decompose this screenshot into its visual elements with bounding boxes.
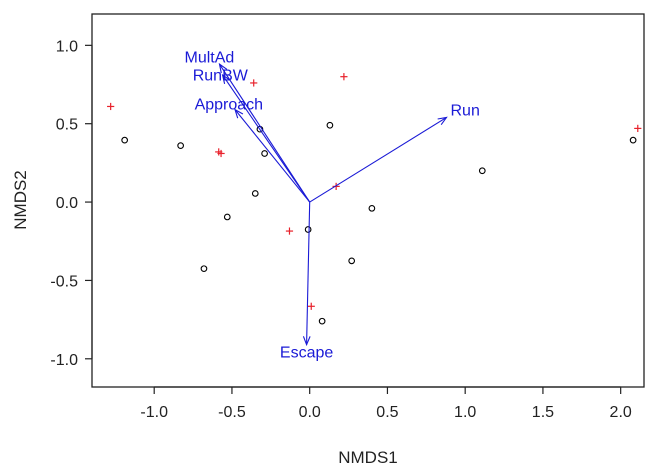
vector-label: MultAd (184, 49, 234, 66)
species-point (340, 73, 348, 81)
site-point (251, 190, 259, 197)
x-axis-title: NMDS1 (338, 448, 398, 467)
site-point (629, 136, 637, 144)
y-axis: -1.0 -0.5 0.0 0.5 1.0 (50, 38, 93, 369)
species-point (250, 79, 258, 87)
vector-arrow-run (309, 116, 448, 203)
site-point (348, 257, 356, 265)
site-point (368, 204, 376, 212)
y-tick-label: 1.0 (56, 38, 78, 55)
species-point (285, 227, 294, 235)
vector-label: Run (451, 103, 480, 120)
vector-arrow-escape (302, 202, 311, 347)
plot-frame (91, 13, 645, 388)
species-point (634, 124, 642, 133)
x-tick-label: 0.5 (376, 404, 398, 421)
species-point (217, 149, 225, 158)
x-tick-label: -0.5 (218, 404, 246, 421)
y-tick-label: -0.5 (50, 273, 78, 290)
y-tick-label: 0.0 (56, 195, 78, 212)
site-point (177, 142, 184, 149)
x-tick-label: 1.0 (454, 404, 476, 421)
y-tick-label: 0.5 (56, 117, 78, 134)
site-point (121, 136, 129, 144)
vector-arrow-runbw (221, 73, 311, 203)
x-tick-label: 1.5 (532, 404, 554, 421)
site-point (318, 317, 326, 325)
site-point (326, 121, 334, 129)
vector-label: Approach (195, 96, 264, 113)
x-tick-label: 0.0 (299, 404, 321, 421)
x-tick-label: 2.0 (610, 404, 632, 421)
x-axis: -1.0 -0.5 0.0 0.5 1.0 1.5 2.0 (140, 386, 632, 421)
species-point (332, 182, 340, 190)
species-point (107, 102, 115, 111)
site-point (304, 226, 312, 233)
site-point (261, 150, 268, 157)
vector-label: Escape (280, 345, 333, 362)
y-axis-title: NMDS2 (11, 170, 30, 230)
x-tick-label: -1.0 (140, 404, 168, 421)
site-point (478, 167, 486, 175)
vector-arrow-multad (218, 62, 311, 203)
vector-label: RunBW (193, 67, 249, 84)
vector-arrow-approach (234, 108, 311, 203)
species-point (307, 302, 315, 310)
site-point (200, 265, 208, 273)
site-point (223, 213, 231, 221)
y-tick-label: -1.0 (50, 352, 78, 369)
